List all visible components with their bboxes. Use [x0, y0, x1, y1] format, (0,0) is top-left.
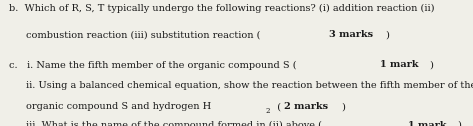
Text: ): ) — [341, 102, 345, 111]
Text: b.  Which of R, S, T typically undergo the following reactions? (i) addition rea: b. Which of R, S, T typically undergo th… — [9, 4, 434, 13]
Text: 1 mark: 1 mark — [380, 60, 418, 69]
Text: combustion reaction (iii) substitution reaction (: combustion reaction (iii) substitution r… — [26, 30, 261, 39]
Text: ): ) — [385, 30, 389, 39]
Text: 1 mark: 1 mark — [408, 121, 447, 126]
Text: organic compound S and hydrogen H: organic compound S and hydrogen H — [26, 102, 211, 111]
Text: ): ) — [429, 60, 433, 69]
Text: 2: 2 — [265, 107, 270, 115]
Text: 2 marks: 2 marks — [284, 102, 328, 111]
Text: ii. Using a balanced chemical equation, show the reaction between the fifth memb: ii. Using a balanced chemical equation, … — [26, 81, 473, 90]
Text: c.   i. Name the fifth member of the organic compound S (: c. i. Name the fifth member of the organ… — [9, 60, 296, 70]
Text: ): ) — [458, 121, 462, 126]
Text: (: ( — [271, 102, 281, 111]
Text: 3 marks: 3 marks — [329, 30, 373, 39]
Text: iii. What is the name of the compound formed in (ii) above (: iii. What is the name of the compound fo… — [26, 121, 322, 126]
